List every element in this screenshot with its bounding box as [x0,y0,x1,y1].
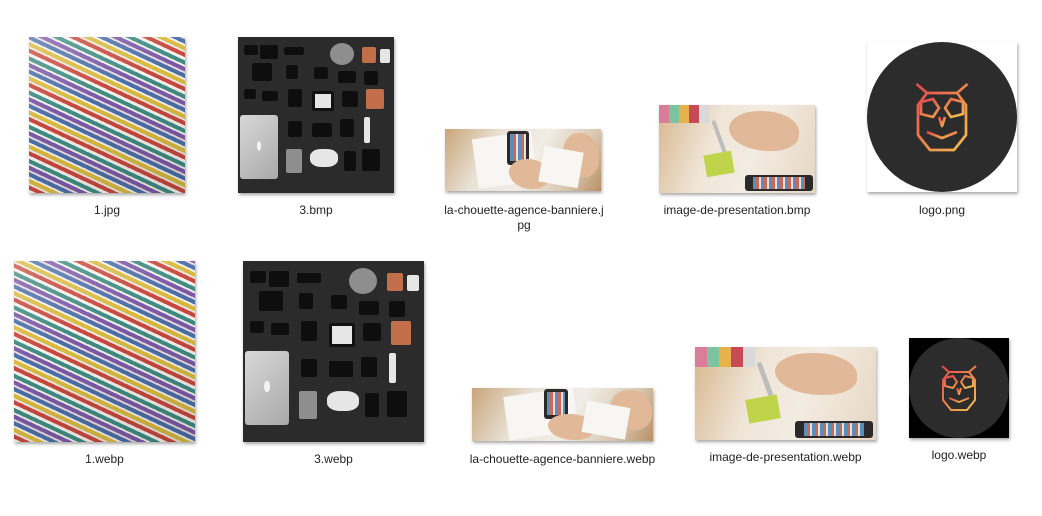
thumbnail-presentation[interactable] [659,105,815,193]
thumbnail-magazines[interactable] [14,261,195,442]
file-name-label: image-de-presentation.webp [709,450,862,464]
file-name-label: la-chouette-agence-banniere.jpg [444,203,604,232]
file-name-label: 1.jpg [93,203,121,217]
owl-logo-icon [867,42,1017,192]
thumbnail-banner[interactable] [472,388,653,441]
file-name-label: 1.webp [85,452,124,466]
thumbnail-logo[interactable] [909,338,1009,438]
thumbnail-logo[interactable] [867,42,1017,192]
thumbnail-banner[interactable] [445,129,601,191]
thumbnail-presentation[interactable] [695,347,876,440]
thumbnail-magazines[interactable] [29,37,185,193]
thumbnail-gadgets[interactable] [238,37,394,193]
thumbnail-gadgets[interactable] [243,261,424,442]
file-name-label: logo.webp [931,448,987,462]
file-name-label: la-chouette-agence-banniere.webp [469,452,656,466]
file-name-label: image-de-presentation.bmp [663,203,811,217]
file-name-label: 3.bmp [299,203,333,217]
file-name-label: logo.png [918,203,966,217]
file-name-label: 3.webp [314,452,353,466]
owl-logo-icon [909,338,1009,438]
